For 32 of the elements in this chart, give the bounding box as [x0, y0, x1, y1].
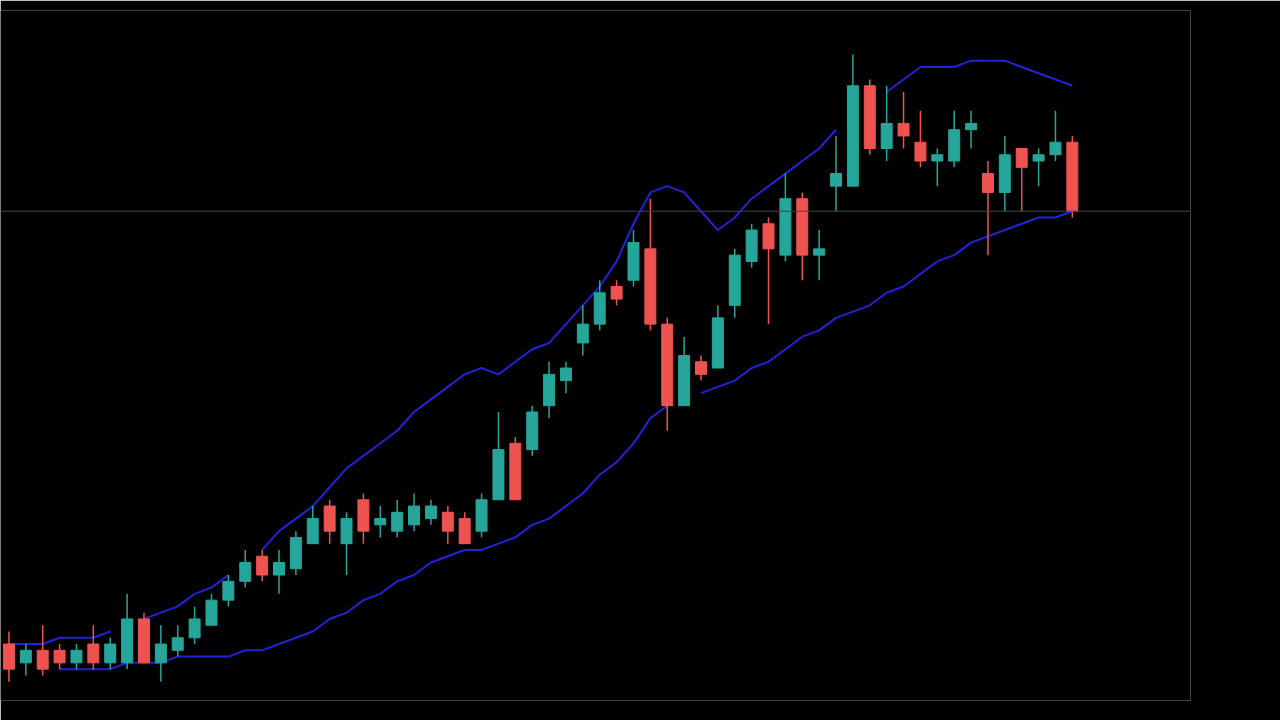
candlestick	[1049, 110, 1062, 162]
candlestick	[154, 624, 167, 683]
candlestick	[610, 279, 623, 307]
candlestick	[931, 147, 944, 187]
candlestick	[273, 549, 285, 595]
candlestick	[965, 110, 978, 150]
candlestick	[19, 643, 32, 677]
candlestick	[391, 499, 404, 539]
candlestick	[441, 505, 454, 545]
candlestick	[222, 574, 235, 608]
candlestick	[104, 637, 117, 670]
candlestick	[897, 91, 910, 150]
candlestick	[171, 624, 184, 658]
candlestick	[576, 304, 589, 357]
candlestick	[87, 624, 100, 670]
candlestick	[695, 354, 707, 382]
candlestick	[239, 549, 252, 589]
candlestick	[914, 110, 927, 169]
candlestick	[559, 361, 572, 394]
candlestick	[256, 549, 269, 583]
candlestick	[424, 499, 437, 526]
candlestick	[813, 229, 826, 281]
candlestick	[188, 605, 201, 645]
candlestick	[408, 492, 421, 532]
candlestick	[830, 135, 843, 212]
candlestick	[1015, 147, 1028, 212]
candlestick	[70, 643, 83, 670]
candlestick	[1032, 147, 1045, 187]
candlestick	[36, 624, 49, 677]
candlestick	[981, 160, 994, 256]
candlestick	[53, 643, 66, 670]
candlestick	[374, 505, 387, 539]
